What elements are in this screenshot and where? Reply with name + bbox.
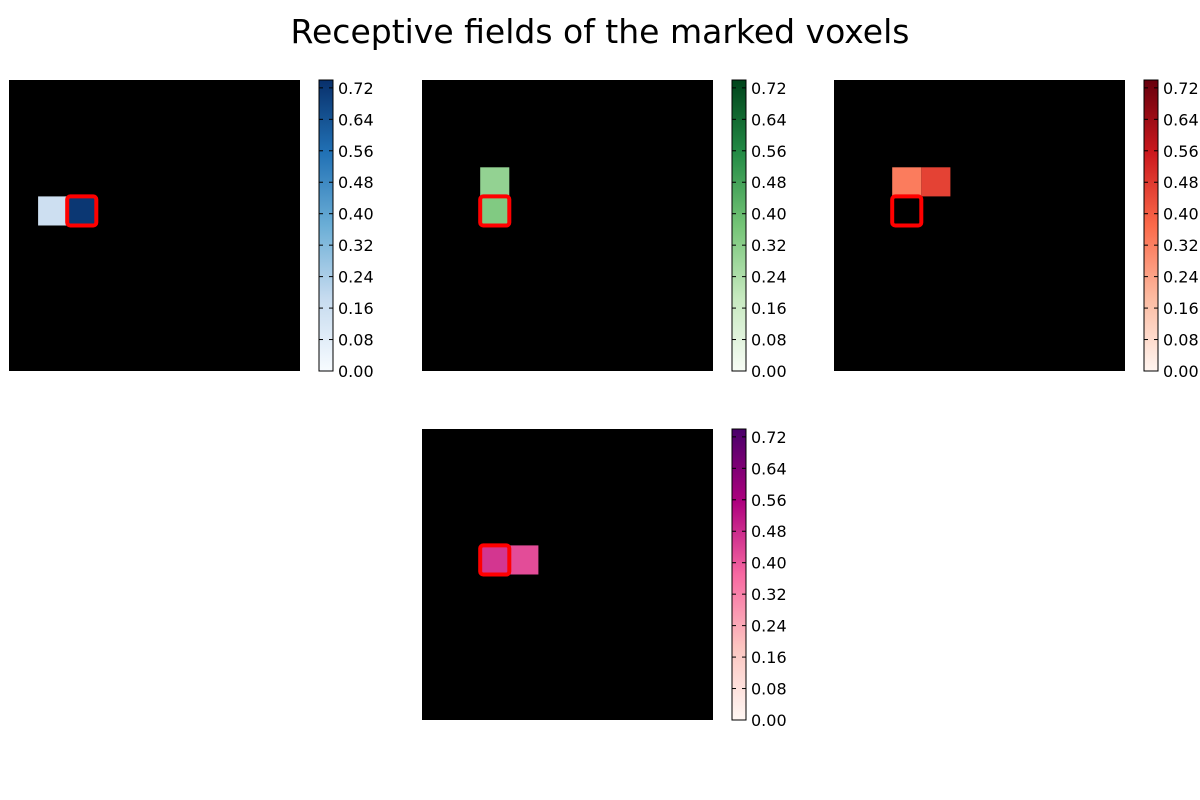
heatmap-cell — [38, 196, 68, 226]
colorbar — [1143, 79, 1159, 372]
receptive-field-panel-3: 0.00 0.08 0.16 0.24 0.32 0.40 0.48 0.56 0.64 0.72 — [834, 79, 1199, 381]
colorbar-tick-label: 0.24 — [751, 617, 787, 636]
colorbar-tick-label: 0.40 — [751, 205, 787, 224]
colorbar — [731, 428, 747, 721]
marked-voxel-outline — [478, 543, 512, 577]
colorbar-tick-label: 0.24 — [1163, 268, 1199, 287]
colorbar-tick-label: 0.56 — [1163, 142, 1199, 161]
colorbar-tick-label: 0.00 — [751, 362, 787, 381]
heatmap-cell — [892, 167, 922, 197]
colorbar-tick-label: 0.48 — [751, 173, 787, 192]
heatmap-cell — [921, 167, 951, 197]
colorbar-tick-label: 0.32 — [751, 585, 787, 604]
heatmap-cell — [509, 545, 539, 575]
colorbar-tick-label: 0.00 — [338, 362, 374, 381]
colorbar-tick-label: 0.40 — [751, 554, 787, 573]
colorbar-tick-label: 0.56 — [338, 142, 374, 161]
colorbar-tick-label: 0.64 — [751, 110, 787, 129]
colorbar-tick-label: 0.72 — [751, 79, 787, 98]
marked-voxel-outline — [890, 194, 924, 228]
colorbar-tick-label: 0.16 — [338, 299, 374, 318]
receptive-field-panel-1: 0.00 0.08 0.16 0.24 0.32 0.40 0.48 0.56 0.64 0.72 — [9, 79, 374, 381]
marked-voxel-outline — [65, 194, 99, 228]
colorbar-tick-label: 0.56 — [751, 491, 787, 510]
colorbar-tick-label: 0.48 — [1163, 173, 1199, 192]
heatmap-cell — [480, 167, 510, 197]
colorbar-tick-label: 0.64 — [1163, 110, 1199, 129]
heatmap-cell — [480, 196, 510, 226]
colorbar-tick-label: 0.32 — [751, 236, 787, 255]
receptive-field-panel-4: 0.00 0.08 0.16 0.24 0.32 0.40 0.48 0.56 0.64 0.72 — [422, 428, 787, 730]
colorbar-tick-label: 0.32 — [338, 236, 374, 255]
colorbar-tick-label: 0.40 — [1163, 205, 1199, 224]
colorbar-tick-label: 0.24 — [338, 268, 374, 287]
colorbar-tick-label: 0.72 — [338, 79, 374, 98]
colorbar-tick-label: 0.72 — [1163, 79, 1199, 98]
colorbar-tick-label: 0.48 — [751, 522, 787, 541]
colorbar-tick-label: 0.64 — [751, 459, 787, 478]
colorbar-tick-label: 0.56 — [751, 142, 787, 161]
colorbar-tick-label: 0.24 — [751, 268, 787, 287]
colorbar-tick-label: 0.40 — [338, 205, 374, 224]
heatmap-cell — [67, 196, 97, 226]
colorbar-tick-label: 0.08 — [751, 680, 787, 699]
colorbar-tick-label: 0.00 — [1163, 362, 1199, 381]
colorbar-tick-label: 0.32 — [1163, 236, 1199, 255]
heatmap-background — [422, 80, 713, 371]
colorbar — [731, 79, 747, 372]
colorbar — [318, 79, 334, 372]
receptive-field-panel-2: 0.00 0.08 0.16 0.24 0.32 0.40 0.48 0.56 0.64 0.72 — [422, 79, 787, 381]
colorbar-tick-label: 0.16 — [751, 648, 787, 667]
colorbar-tick-label: 0.72 — [751, 428, 787, 447]
colorbar-tick-label: 0.64 — [338, 110, 374, 129]
heatmap-background — [422, 429, 713, 720]
colorbar-tick-label: 0.08 — [338, 331, 374, 350]
colorbar-tick-label: 0.16 — [751, 299, 787, 318]
colorbar-tick-label: 0.08 — [1163, 331, 1199, 350]
colorbar-tick-label: 0.08 — [751, 331, 787, 350]
colorbar-tick-label: 0.16 — [1163, 299, 1199, 318]
heatmap-cell — [480, 545, 510, 575]
heatmap-background — [834, 80, 1125, 371]
marked-voxel-outline — [478, 194, 512, 228]
colorbar-tick-label: 0.00 — [751, 711, 787, 730]
colorbar-tick-label: 0.48 — [338, 173, 374, 192]
figure-title: Receptive fields of the marked voxels — [290, 12, 910, 51]
